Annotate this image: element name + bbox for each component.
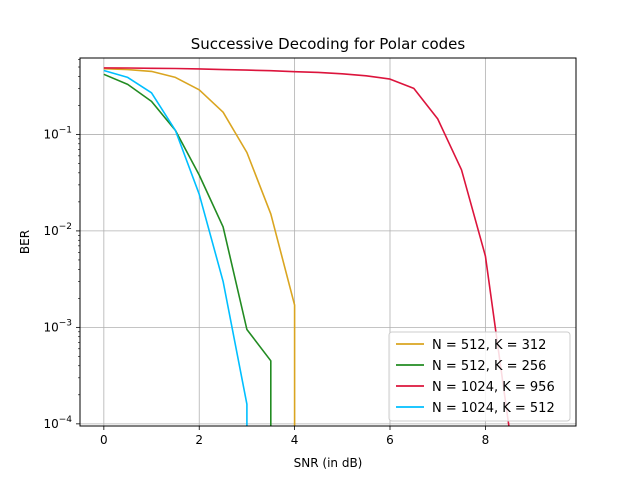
y-tick-exponent: −4 [59,415,73,425]
y-tick-base: 10 [43,320,58,334]
grid [80,58,576,426]
y-tick-label: 10−3 [43,318,72,334]
y-tick-exponent: −2 [59,222,72,232]
plot-area-frame [79,57,577,427]
series-line-1 [103,67,296,426]
x-tick-label: 2 [195,433,203,447]
legend-entry-2: N = 512, K = 256 [432,359,546,374]
chart-title: Successive Decoding for Polar codes [191,35,466,53]
legend-entry-3: N = 1024, K = 956 [432,380,555,395]
legend: N = 512, K = 312 N = 512, K = 256 N = 1024… [388,331,571,422]
x-tick-label: 8 [482,433,490,447]
x-tick-label: 0 [100,433,108,447]
x-tick-label: 4 [291,433,299,447]
y-tick-label: 10−4 [43,415,72,431]
y-tick-base: 10 [43,127,58,141]
y-tick-label: 10−1 [43,125,72,141]
y-tick-base: 10 [43,417,58,431]
x-axis-label: SNR (in dB) [294,456,363,470]
series-lines [103,67,510,426]
legend-entry-1: N = 512, K = 312 [432,338,546,353]
series-line-2 [103,73,272,426]
y-tick-label: 10−2 [43,222,72,238]
axis-ticks: 0 2 4 6 810−410−310−210−1 [43,59,489,447]
y-tick-exponent: −3 [59,318,72,328]
y-tick-exponent: −1 [59,125,72,135]
legend-box [388,331,571,422]
legend-entry-4: N = 1024, K = 512 [432,401,555,416]
x-tick-label: 6 [386,433,394,447]
series-line-4 [103,69,248,426]
series-line-3 [103,67,510,426]
y-axis-label: BER [18,230,32,254]
y-tick-base: 10 [43,224,58,238]
